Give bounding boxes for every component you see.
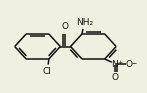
Text: Cl: Cl bbox=[43, 67, 52, 76]
Text: O: O bbox=[62, 22, 69, 31]
Text: +: + bbox=[117, 60, 122, 65]
Text: O: O bbox=[111, 73, 118, 82]
Text: −: − bbox=[131, 60, 136, 65]
Text: O: O bbox=[125, 60, 132, 69]
Text: N: N bbox=[111, 60, 118, 69]
Text: NH₂: NH₂ bbox=[76, 18, 93, 27]
